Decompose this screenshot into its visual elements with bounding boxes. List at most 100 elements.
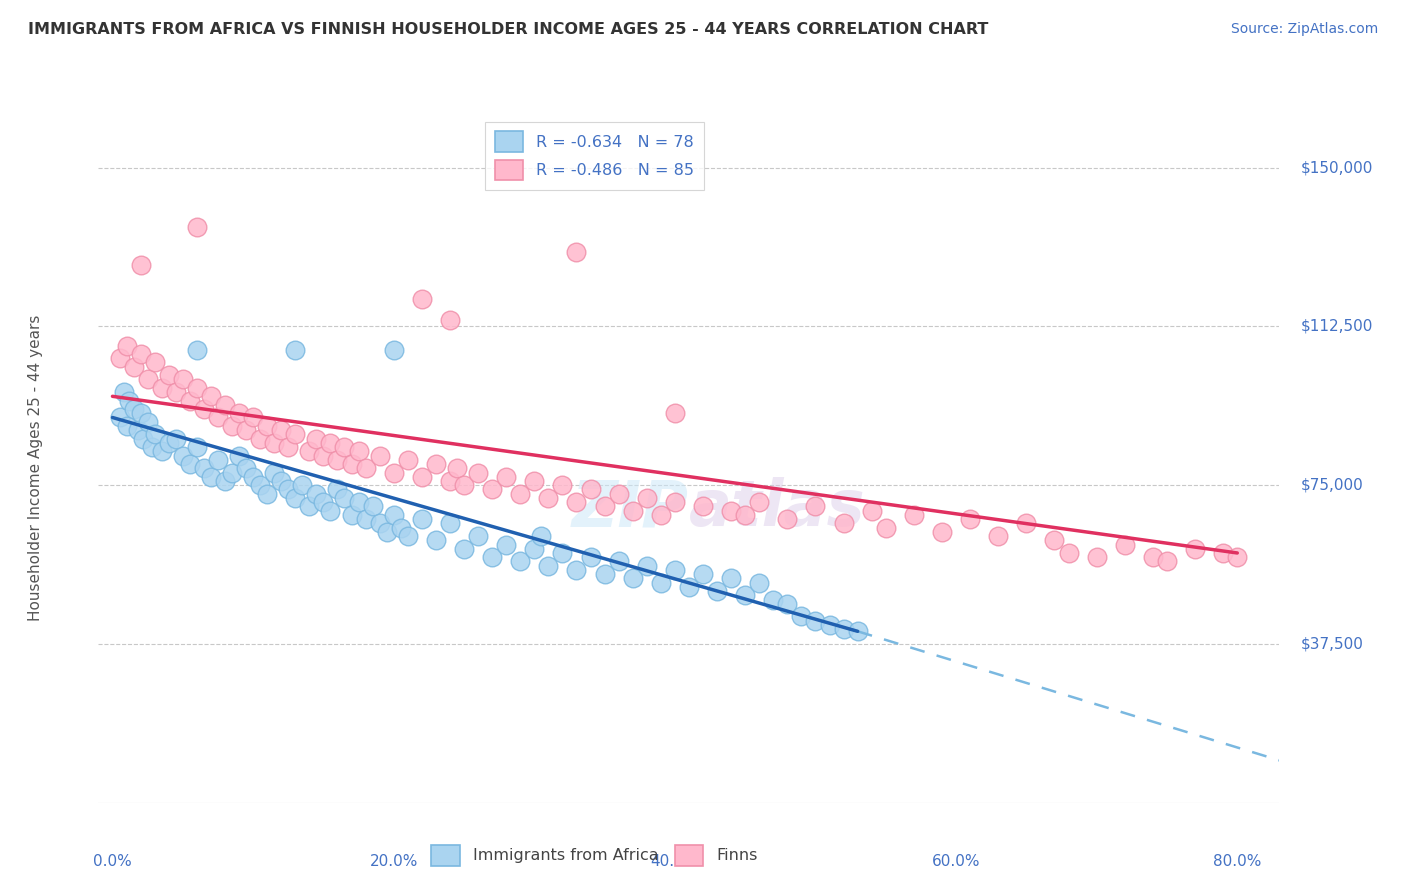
Point — [270, 423, 292, 437]
Point — [875, 520, 897, 534]
Point — [228, 449, 250, 463]
Text: atlas: atlas — [689, 477, 866, 540]
Point — [150, 444, 173, 458]
Point — [382, 508, 405, 522]
Point — [1156, 554, 1178, 568]
Point — [305, 432, 328, 446]
Point — [987, 529, 1010, 543]
Point — [115, 338, 138, 352]
Point — [375, 524, 398, 539]
Point — [214, 474, 236, 488]
Point — [112, 385, 135, 400]
Point — [143, 427, 166, 442]
Point — [481, 483, 503, 497]
Point — [368, 516, 391, 531]
Text: Householder Income Ages 25 - 44 years: Householder Income Ages 25 - 44 years — [28, 315, 42, 622]
Point — [263, 466, 285, 480]
Point — [607, 554, 630, 568]
Point — [312, 495, 335, 509]
Point — [621, 571, 644, 585]
Text: 0.0%: 0.0% — [93, 854, 132, 869]
Point — [467, 466, 489, 480]
Point — [221, 466, 243, 480]
Point — [411, 512, 433, 526]
Point — [931, 524, 953, 539]
Point — [129, 406, 152, 420]
Point — [277, 483, 299, 497]
Point — [593, 500, 616, 514]
Point — [509, 554, 531, 568]
Point — [136, 372, 159, 386]
Text: $37,500: $37,500 — [1301, 637, 1364, 651]
Point — [118, 393, 141, 408]
Point — [1057, 546, 1080, 560]
Point — [692, 500, 714, 514]
Point — [242, 410, 264, 425]
Text: $112,500: $112,500 — [1301, 319, 1372, 334]
Point — [242, 469, 264, 483]
Point — [523, 541, 546, 556]
Point — [579, 550, 602, 565]
Point — [150, 381, 173, 395]
Point — [593, 567, 616, 582]
Point — [650, 575, 672, 590]
Point — [776, 597, 799, 611]
Point — [551, 546, 574, 560]
Point — [1114, 537, 1136, 551]
Point — [832, 516, 855, 531]
Point — [818, 618, 841, 632]
Point — [720, 571, 742, 585]
Point — [256, 419, 278, 434]
Text: 20.0%: 20.0% — [370, 854, 418, 869]
Point — [207, 453, 229, 467]
Point — [776, 512, 799, 526]
Point — [186, 440, 208, 454]
Text: ZIP: ZIP — [572, 477, 689, 540]
Point — [389, 520, 412, 534]
Text: $150,000: $150,000 — [1301, 161, 1372, 175]
Point — [846, 624, 869, 639]
Point — [396, 529, 419, 543]
Point — [319, 503, 342, 517]
Point — [340, 457, 363, 471]
Point — [453, 478, 475, 492]
Point — [249, 432, 271, 446]
Point — [551, 478, 574, 492]
Text: 40.0%: 40.0% — [651, 854, 699, 869]
Point — [143, 355, 166, 369]
Point — [650, 508, 672, 522]
Point — [122, 402, 145, 417]
Point — [530, 529, 553, 543]
Point — [664, 406, 686, 420]
Point — [141, 440, 163, 454]
Point — [157, 436, 180, 450]
Point — [235, 461, 257, 475]
Text: Source: ZipAtlas.com: Source: ZipAtlas.com — [1230, 22, 1378, 37]
Point — [509, 486, 531, 500]
Point — [326, 453, 349, 467]
Point — [382, 343, 405, 357]
Point — [214, 398, 236, 412]
Point — [298, 500, 321, 514]
Point — [136, 415, 159, 429]
Point — [607, 486, 630, 500]
Point — [172, 449, 194, 463]
Point — [537, 558, 560, 573]
Point — [1226, 550, 1249, 565]
Point — [523, 474, 546, 488]
Point — [193, 461, 215, 475]
Point — [411, 292, 433, 306]
Point — [108, 351, 131, 366]
Text: 60.0%: 60.0% — [932, 854, 980, 869]
Point — [636, 558, 658, 573]
Point — [354, 461, 377, 475]
Point — [1085, 550, 1108, 565]
Point — [762, 592, 785, 607]
Point — [361, 500, 384, 514]
Point — [347, 495, 370, 509]
Point — [495, 537, 517, 551]
Point — [425, 457, 447, 471]
Legend: Immigrants from Africa, Finns: Immigrants from Africa, Finns — [422, 836, 768, 875]
Point — [1142, 550, 1164, 565]
Point — [446, 461, 468, 475]
